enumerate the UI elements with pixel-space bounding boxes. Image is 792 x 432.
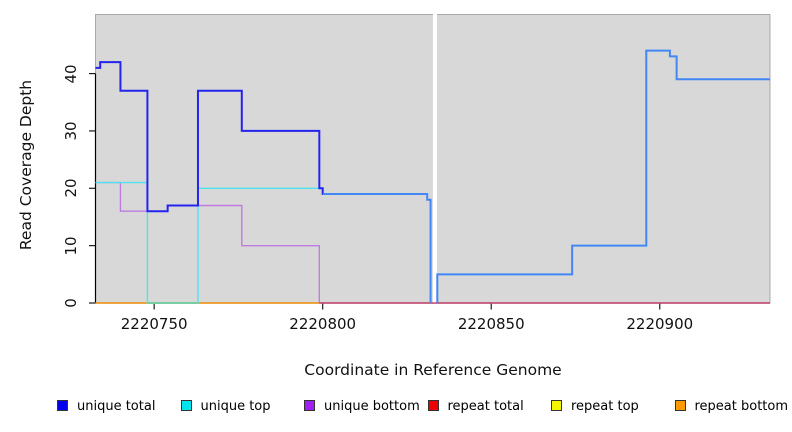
unique-total-right-line-a [322,193,432,303]
y-tick-label: 20 [62,178,80,198]
no-data-gap [432,13,437,304]
y-tick-label: 10 [62,236,80,256]
legend-swatch-icon [427,400,439,411]
x-axis-label: Coordinate in Reference Genome [304,361,562,379]
legend: unique total unique top unique bottom repea… [57,400,792,418]
x-tick-label: 2220750 [120,315,188,333]
legend-label: repeat top [571,399,639,414]
legend-swatch-icon [304,400,315,411]
y-tick-label: 30 [62,121,80,141]
legend-label: repeat bottom [694,399,789,414]
legend-item-repeat-top: repeat top [551,400,675,414]
legend-item-unique-total: unique total [57,400,181,414]
legend-item-unique-top: unique top [180,399,305,414]
legend-label: unique total [77,399,156,414]
legend-swatch-icon [674,400,686,411]
unique-total-left-line [95,61,326,213]
legend-item-repeat-bottom: repeat bottom [674,399,792,414]
x-tick-label: 2220900 [626,315,694,333]
unique-total-right-line-b [436,49,770,303]
legend-label: unique bottom [324,399,420,414]
legend-label: repeat total [447,399,524,414]
y-tick-label: 40 [62,64,80,84]
legend-item-repeat-total: repeat total [427,399,552,414]
x-tick-label: 2220800 [289,315,357,333]
x-tick-label: 2220850 [457,315,525,333]
legend-swatch-icon [551,400,562,411]
plot-area [95,14,771,304]
legend-item-unique-bottom: unique bottom [304,400,428,414]
y-tick-label: 0 [62,298,80,308]
legend-label: unique top [200,399,271,414]
legend-swatch-icon [57,400,68,411]
legend-swatch-icon [180,400,192,411]
y-axis-label: Read Coverage Depth [17,79,35,251]
